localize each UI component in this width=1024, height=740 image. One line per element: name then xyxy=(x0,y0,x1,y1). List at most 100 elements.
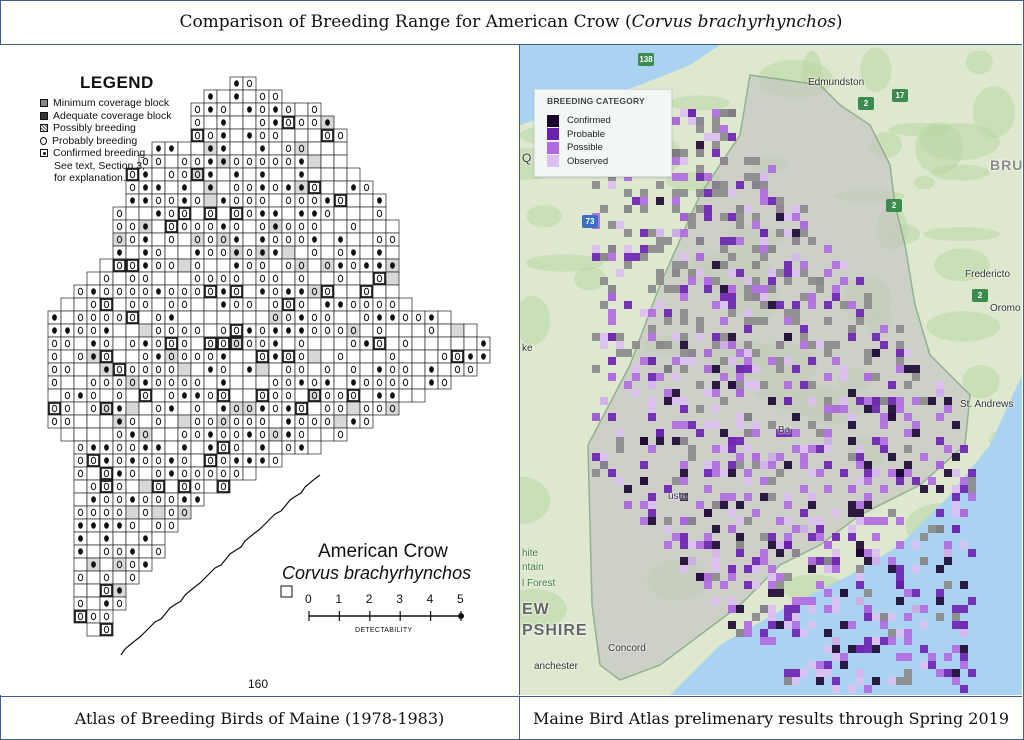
atlas-block xyxy=(680,493,688,501)
atlas-block xyxy=(760,605,768,613)
atlas-block xyxy=(712,421,720,429)
atlas-block xyxy=(808,597,816,605)
atlas-block xyxy=(856,309,864,317)
atlas-block xyxy=(688,445,696,453)
atlas-block xyxy=(768,301,776,309)
atlas-block xyxy=(720,357,728,365)
atlas-block xyxy=(840,405,848,413)
forest-patch xyxy=(669,95,730,111)
atlas-block xyxy=(664,365,672,373)
atlas-block xyxy=(952,421,960,429)
atlas-block xyxy=(712,341,720,349)
atlas-block xyxy=(616,477,624,485)
atlas-block xyxy=(760,477,768,485)
atlas-block xyxy=(944,557,952,565)
atlas-block xyxy=(744,173,752,181)
atlas-block xyxy=(816,517,824,525)
atlas-block xyxy=(784,669,792,677)
atlas-block xyxy=(776,197,784,205)
legend-title: LEGEND xyxy=(80,73,154,92)
place-label-augusta: usta xyxy=(668,491,687,502)
atlas-block xyxy=(864,589,872,597)
atlas-block xyxy=(896,517,904,525)
atlas-block xyxy=(712,189,720,197)
atlas-block xyxy=(672,197,680,205)
atlas-block xyxy=(640,437,648,445)
historical-legend: LEGEND Minimum coverage block Adequate c… xyxy=(40,73,210,184)
atlas-block xyxy=(656,373,664,381)
atlas-block xyxy=(792,237,800,245)
atlas-block xyxy=(624,485,632,493)
atlas-block xyxy=(800,381,808,389)
atlas-block xyxy=(696,501,704,509)
atlas-block xyxy=(840,365,848,373)
atlas-block xyxy=(792,597,800,605)
atlas-block xyxy=(712,573,720,581)
atlas-block xyxy=(904,413,912,421)
atlas-block xyxy=(656,245,664,253)
atlas-block xyxy=(864,685,872,693)
atlas-block xyxy=(848,325,856,333)
atlas-block xyxy=(888,557,896,565)
atlas-block xyxy=(968,485,976,493)
atlas-block xyxy=(848,621,856,629)
atlas-block xyxy=(944,405,952,413)
atlas-block xyxy=(696,573,704,581)
place-label-manchester: anchester xyxy=(534,661,578,672)
atlas-block xyxy=(792,677,800,685)
atlas-block xyxy=(920,605,928,613)
atlas-block xyxy=(664,389,672,397)
atlas-block xyxy=(856,581,864,589)
atlas-block xyxy=(904,349,912,357)
atlas-block xyxy=(816,445,824,453)
forest-patch xyxy=(860,47,892,93)
place-label-oromocto: Oromo xyxy=(990,303,1021,314)
atlas-block xyxy=(696,165,704,173)
atlas-block xyxy=(800,445,808,453)
atlas-block xyxy=(896,677,904,685)
atlas-block xyxy=(896,573,904,581)
atlas-block xyxy=(856,317,864,325)
atlas-block xyxy=(664,525,672,533)
modern-atlas-map[interactable]: BREEDING CATEGORY Confirmed Probable Pos… xyxy=(520,45,1022,695)
atlas-block xyxy=(608,469,616,477)
atlas-block xyxy=(808,557,816,565)
place-label-edmundston: Edmundston xyxy=(808,77,865,88)
atlas-block xyxy=(952,613,960,621)
species-common-name: American Crow xyxy=(318,541,448,562)
atlas-block xyxy=(696,237,704,245)
scale-tick-label: 2 xyxy=(365,592,373,606)
atlas-block xyxy=(848,333,856,341)
atlas-block xyxy=(832,565,840,573)
atlas-block xyxy=(768,477,776,485)
atlas-block xyxy=(952,621,960,629)
atlas-block xyxy=(816,285,824,293)
forest-patch xyxy=(965,50,993,75)
atlas-block xyxy=(792,205,800,213)
atlas-block xyxy=(896,565,904,573)
place-label-concord: Concord xyxy=(608,643,646,654)
atlas-block xyxy=(728,237,736,245)
atlas-block xyxy=(800,229,808,237)
atlas-block xyxy=(712,261,720,269)
atlas-block xyxy=(776,541,784,549)
atlas-block xyxy=(800,293,808,301)
atlas-block xyxy=(680,557,688,565)
atlas-block xyxy=(672,157,680,165)
atlas-block xyxy=(856,453,864,461)
atlas-block xyxy=(688,557,696,565)
atlas-block xyxy=(936,509,944,517)
atlas-block xyxy=(712,125,720,133)
atlas-block xyxy=(656,341,664,349)
atlas-block xyxy=(904,365,912,373)
atlas-block xyxy=(936,525,944,533)
atlas-block xyxy=(848,413,856,421)
atlas-block xyxy=(696,541,704,549)
atlas-block xyxy=(760,253,768,261)
atlas-block xyxy=(864,301,872,309)
atlas-block xyxy=(864,517,872,525)
atlas-block xyxy=(808,421,816,429)
atlas-block xyxy=(808,445,816,453)
atlas-block xyxy=(600,277,608,285)
atlas-block xyxy=(720,445,728,453)
